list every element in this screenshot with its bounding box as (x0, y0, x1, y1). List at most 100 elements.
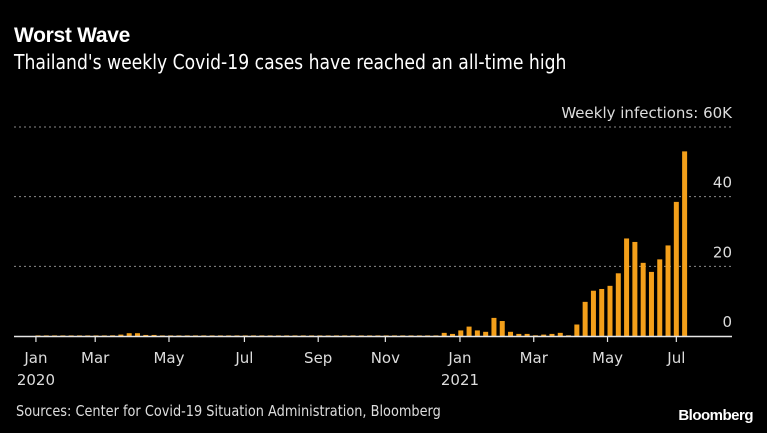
x-axis (14, 335, 732, 342)
bar (118, 334, 124, 336)
bar (607, 285, 613, 336)
bar (309, 335, 315, 336)
bar (367, 335, 373, 336)
bar (416, 335, 422, 336)
x-tick-label: May (592, 349, 623, 367)
bar (234, 335, 240, 336)
bar (400, 335, 406, 336)
bar (333, 335, 339, 336)
bar (60, 335, 66, 336)
y-tick-label: Weekly infections: 60K (561, 104, 733, 122)
bar (624, 238, 630, 336)
bar (201, 335, 207, 336)
x-tick-label: Mar (520, 349, 549, 367)
chart-subtitle: Thailand's weekly Covid-19 cases have re… (14, 50, 567, 74)
bar (425, 335, 431, 336)
bar (134, 333, 140, 336)
bar (408, 335, 414, 336)
bar (441, 332, 447, 336)
bar (665, 245, 671, 336)
bar (143, 334, 149, 336)
bar (450, 333, 455, 336)
bar (358, 335, 364, 336)
bar (43, 335, 49, 336)
bar (151, 334, 157, 336)
bar (242, 335, 248, 336)
bar (640, 262, 646, 336)
bar (483, 331, 489, 336)
bar (466, 326, 472, 336)
bar (391, 335, 397, 336)
bar (284, 335, 290, 336)
x-tick-label: May (153, 349, 184, 367)
bar (267, 335, 273, 336)
bar (574, 324, 580, 336)
bar (300, 335, 306, 336)
source-note: Sources: Center for Covid-19 Situation A… (16, 402, 441, 420)
bar (292, 335, 298, 336)
x-tick-label: Jul (666, 349, 685, 367)
x-tick-label: Nov (371, 349, 400, 367)
bar (508, 331, 514, 336)
bar (474, 330, 480, 336)
bar (557, 332, 563, 336)
bar (168, 335, 174, 336)
bar (682, 151, 688, 336)
bar (549, 333, 555, 336)
bar (85, 335, 91, 336)
bar (383, 335, 389, 336)
y-tick-label: 20 (713, 243, 732, 261)
bar (516, 333, 522, 336)
bar (582, 301, 588, 336)
bar (566, 335, 572, 336)
bar (673, 201, 679, 336)
bar (52, 335, 58, 336)
x-tick-label: Mar (81, 349, 110, 367)
bar (184, 335, 190, 336)
bloomberg-logo: Bloomberg (678, 407, 753, 424)
x-axis-labels: Jan 2020 Mar May Jul Sep Nov Jan 2021 Mar May Jul (17, 349, 686, 389)
chart-title: Worst Wave (14, 24, 131, 47)
bar (541, 334, 547, 336)
bar (375, 335, 381, 336)
bar (76, 335, 82, 336)
bar (433, 335, 439, 336)
bar (226, 335, 232, 336)
bar (209, 335, 215, 336)
bar (532, 335, 538, 336)
bar (251, 335, 257, 336)
bar (193, 335, 199, 336)
bar (325, 335, 331, 336)
bar (657, 259, 663, 336)
x-tick-year-label: 2020 (17, 371, 55, 389)
bar (615, 273, 621, 336)
bar (259, 335, 265, 336)
bars (35, 151, 688, 336)
bar (110, 335, 116, 336)
bar (524, 333, 530, 336)
bar (458, 330, 464, 336)
bar (217, 335, 223, 336)
bar (159, 335, 165, 336)
bar (68, 335, 74, 336)
bar (93, 335, 99, 336)
bar (491, 317, 497, 336)
bar (317, 335, 323, 336)
x-tick-label: Sep (304, 349, 332, 367)
y-tick-label: 0 (722, 313, 732, 331)
bar (35, 335, 41, 336)
x-tick-label: Jul (234, 349, 253, 367)
bar (599, 288, 605, 336)
bar (648, 271, 654, 336)
bar (176, 335, 182, 336)
x-tick-year-label: 2021 (441, 371, 479, 389)
bar (632, 241, 638, 336)
bar (499, 321, 505, 336)
bar (275, 335, 281, 336)
bar (101, 335, 107, 336)
x-tick-label: Jan (447, 349, 471, 367)
bar (350, 335, 356, 336)
x-tick-label: Jan (23, 349, 47, 367)
y-axis-labels: 0 20 40 Weekly infections: 60K (561, 104, 733, 331)
